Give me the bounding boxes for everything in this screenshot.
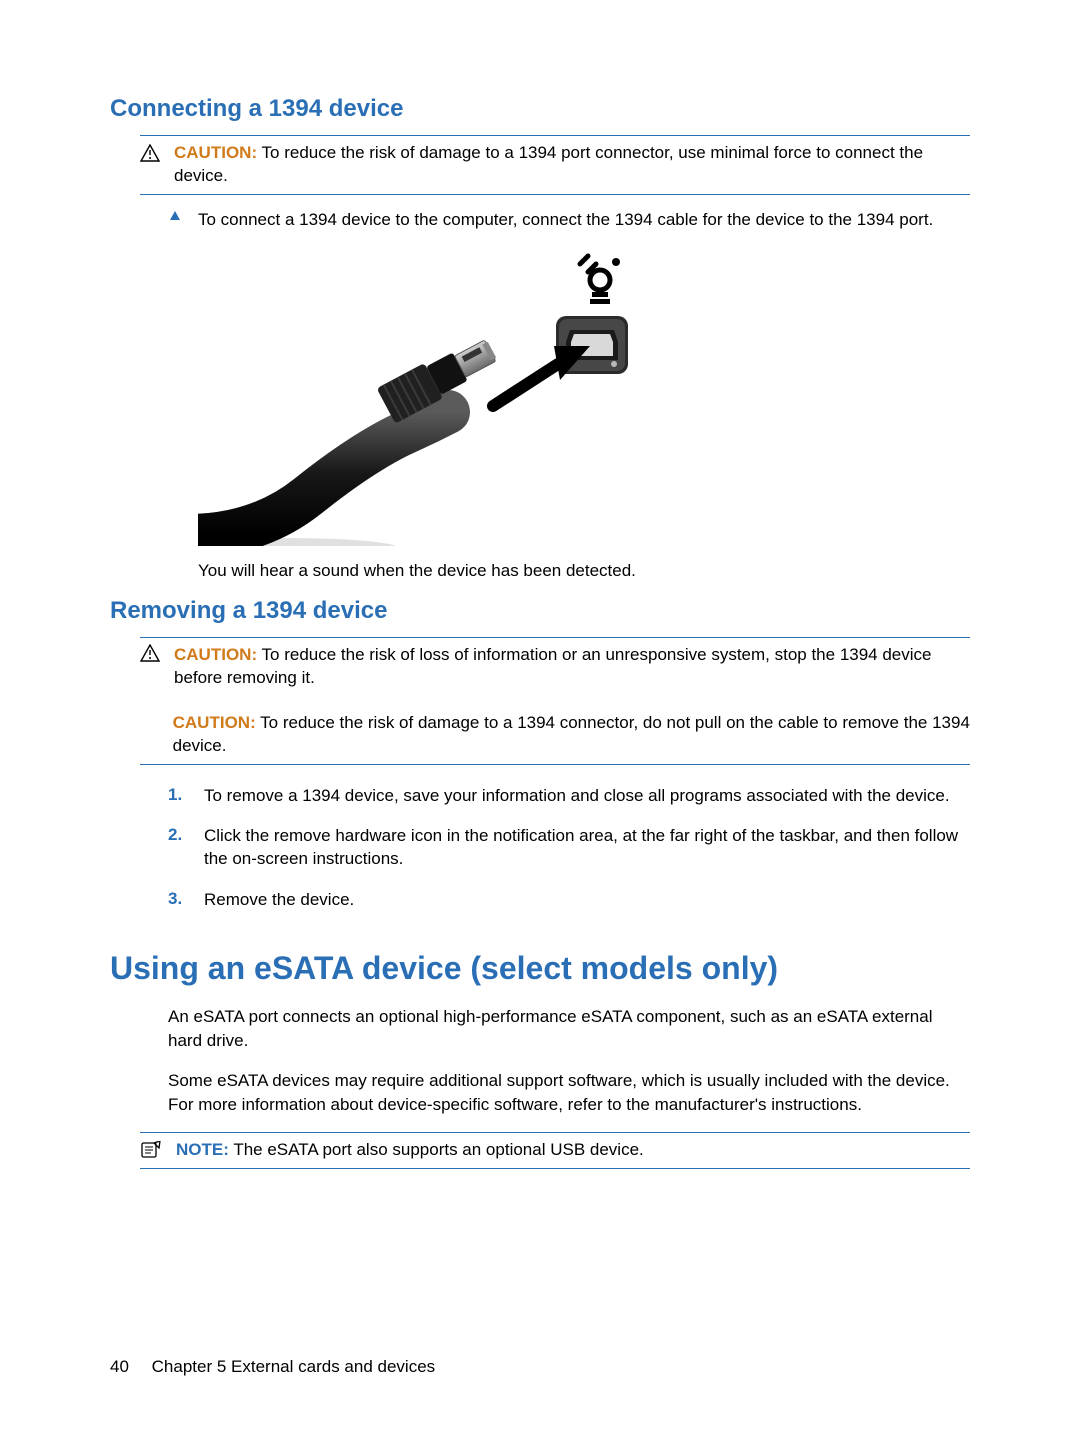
step-text: To remove a 1394 device, save your infor… <box>204 785 970 808</box>
caution-row-1: CAUTION: To reduce the risk of loss of i… <box>140 638 970 696</box>
caution-icon <box>140 144 160 162</box>
document-page: Connecting a 1394 device CAUTION: To red… <box>0 0 1080 1243</box>
caution-callout-remove: CAUTION: To reduce the risk of loss of i… <box>140 637 970 765</box>
list-item: 2. Click the remove hardware icon in the… <box>168 825 970 871</box>
caution-body: CAUTION: To reduce the risk of damage to… <box>174 142 970 188</box>
caution-text: To reduce the risk of loss of informatio… <box>174 645 932 687</box>
triangle-up-icon <box>168 209 182 223</box>
remove-steps-list: 1. To remove a 1394 device, save your in… <box>168 785 970 913</box>
note-icon <box>140 1141 162 1159</box>
after-figure-text: You will hear a sound when the device ha… <box>198 560 970 583</box>
heading-esata: Using an eSATA device (select models onl… <box>110 950 970 987</box>
caution-label: CAUTION: <box>174 645 257 664</box>
esata-p2: Some eSATA devices may require additiona… <box>168 1069 970 1117</box>
page-footer: 40 Chapter 5 External cards and devices <box>110 1357 435 1377</box>
heading-connecting-1394: Connecting a 1394 device <box>110 95 970 123</box>
list-item: 1. To remove a 1394 device, save your in… <box>168 785 970 808</box>
caution-row-2: CAUTION: To reduce the risk of damage to… <box>140 706 970 764</box>
page-number: 40 <box>110 1357 129 1376</box>
caution-text: To reduce the risk of damage to a 1394 c… <box>173 713 970 755</box>
note-label: NOTE: <box>176 1140 229 1159</box>
note-body: NOTE: The eSATA port also supports an op… <box>176 1139 644 1162</box>
connect-steps: To connect a 1394 device to the computer… <box>168 209 970 232</box>
step-number: 1. <box>168 785 188 805</box>
step-text: Click the remove hardware icon in the no… <box>204 825 970 871</box>
connect-step-text: To connect a 1394 device to the computer… <box>198 209 970 232</box>
caution-body: CAUTION: To reduce the risk of loss of i… <box>174 644 970 690</box>
caution-callout-connect: CAUTION: To reduce the risk of damage to… <box>140 135 970 195</box>
step-number: 3. <box>168 889 188 909</box>
heading-removing-1394: Removing a 1394 device <box>110 597 970 625</box>
figure-1394-cable <box>198 246 970 546</box>
list-item: 3. Remove the device. <box>168 889 970 912</box>
chapter-label: Chapter 5 External cards and devices <box>152 1357 436 1376</box>
esata-p1: An eSATA port connects an optional high-… <box>168 1005 970 1053</box>
caution-label: CAUTION: <box>174 143 257 162</box>
step-number: 2. <box>168 825 188 845</box>
caution-text: To reduce the risk of damage to a 1394 p… <box>174 143 923 185</box>
step-row: To connect a 1394 device to the computer… <box>168 209 970 232</box>
note-callout-esata: NOTE: The eSATA port also supports an op… <box>140 1132 970 1169</box>
caution-label: CAUTION: <box>173 713 256 732</box>
caution-body: CAUTION: To reduce the risk of damage to… <box>173 712 970 758</box>
caution-icon <box>140 644 160 662</box>
step-text: Remove the device. <box>204 889 970 912</box>
note-text: The eSATA port also supports an optional… <box>233 1140 643 1159</box>
